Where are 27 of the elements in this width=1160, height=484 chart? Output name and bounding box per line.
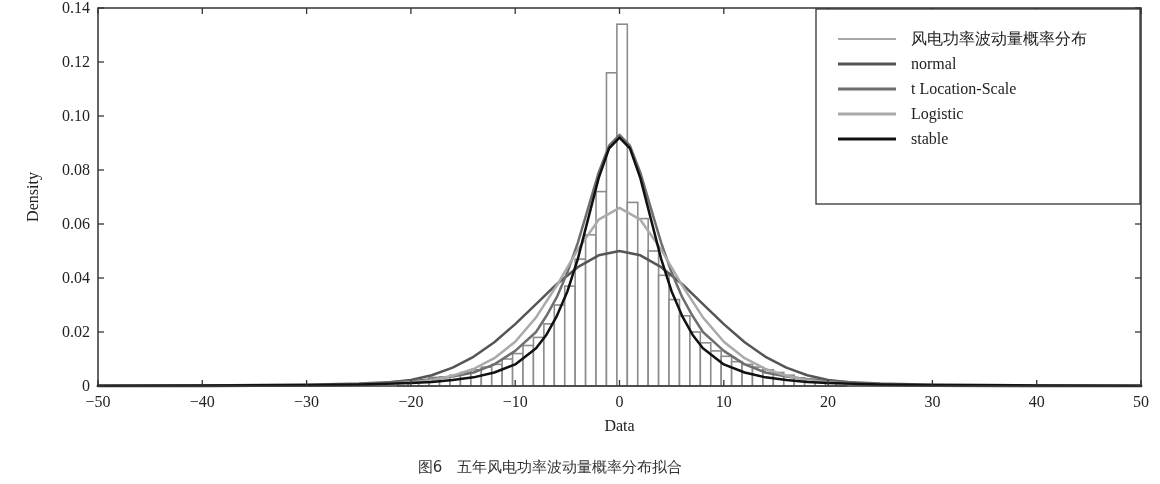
x-tick-label: −40 — [189, 393, 215, 410]
x-tick-label: 50 — [1133, 393, 1149, 410]
x-tick-label: −30 — [294, 393, 320, 410]
legend-label: 风电功率波动量概率分布 — [911, 30, 1087, 47]
x-tick-label: 20 — [820, 393, 837, 410]
x-tick-label: 0 — [615, 393, 624, 410]
legend-label: normal — [911, 55, 957, 72]
y-tick-label: 0.10 — [62, 107, 90, 124]
x-tick-label: −20 — [398, 393, 424, 410]
x-tick-label: 30 — [924, 393, 941, 410]
y-axis-title: Density — [24, 172, 42, 222]
legend-label: t Location-Scale — [911, 80, 1017, 97]
y-tick-label: 0.06 — [62, 215, 90, 232]
y-tick-label: 0.14 — [62, 0, 90, 16]
y-tick-label: 0.08 — [62, 161, 90, 178]
x-axis-title: Data — [604, 417, 635, 434]
x-tick-label: −50 — [85, 393, 111, 410]
y-tick-label: 0.04 — [62, 269, 90, 286]
caption: 图6 五年风电功率波动量概率分布拟合 — [417, 458, 683, 476]
x-tick-label: −10 — [502, 393, 528, 410]
legend-label: stable — [911, 130, 949, 147]
legend-label: Logistic — [911, 105, 964, 123]
y-tick-label: 0.02 — [62, 323, 90, 340]
y-tick-label: 0.12 — [62, 53, 90, 70]
y-tick-label: 0 — [82, 377, 90, 394]
x-tick-label: 40 — [1028, 393, 1045, 410]
x-tick-label: 10 — [715, 393, 732, 410]
